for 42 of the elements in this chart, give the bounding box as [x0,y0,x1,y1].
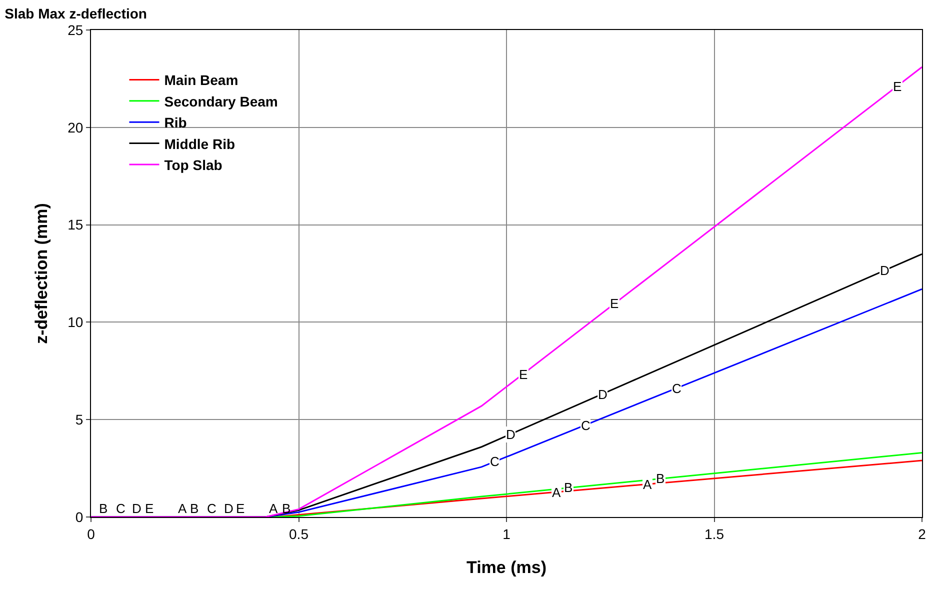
y-tick-label: 5 [75,412,84,428]
y-tick-label: 20 [68,119,84,136]
annotation: C [116,501,126,516]
legend-label: Middle Rib [164,136,236,152]
annotation: D [880,263,890,278]
annotation: C [207,501,216,516]
annotation: D [224,501,234,516]
annotation: D [598,387,608,402]
annotation: A [552,485,561,500]
x-axis-title: Time (ms) [466,558,546,578]
annotation: A [178,501,187,516]
annotation: A [643,477,652,492]
x-tick-label: 2 [918,526,926,542]
legend-label: Top Slab [164,156,222,173]
annotation: D [506,427,516,442]
x-tick-label: 0 [87,526,96,542]
annotation: B [99,501,108,516]
annotation: C [581,418,590,433]
annotation: E [893,79,902,94]
x-tick-label: 0.5 [289,526,309,542]
annotation: E [519,367,528,382]
annotation: B [656,471,665,486]
x-tick-label: 1 [502,526,511,542]
annotation: E [610,296,619,311]
annotation: E [236,501,245,516]
chart-title: Slab Max z-deflection [4,6,147,22]
legend-label: Rib [164,114,187,131]
y-tick-label: 25 [68,22,84,38]
annotation: E [145,501,154,516]
annotation: D [132,501,142,516]
annotation: C [672,381,682,396]
y-tick-label: 10 [68,314,84,330]
annotation: C [490,454,500,469]
y-axis-title: z-deflection (mm) [32,203,52,344]
x-tick-label: 1.5 [704,526,724,542]
annotation: B [564,480,573,495]
annotation: B [190,501,199,516]
annotation: A [269,501,278,516]
y-tick-label: 15 [68,216,84,233]
y-tick-label: 0 [75,508,84,525]
legend-label: Main Beam [164,72,238,88]
legend-label: Secondary Beam [164,93,278,110]
